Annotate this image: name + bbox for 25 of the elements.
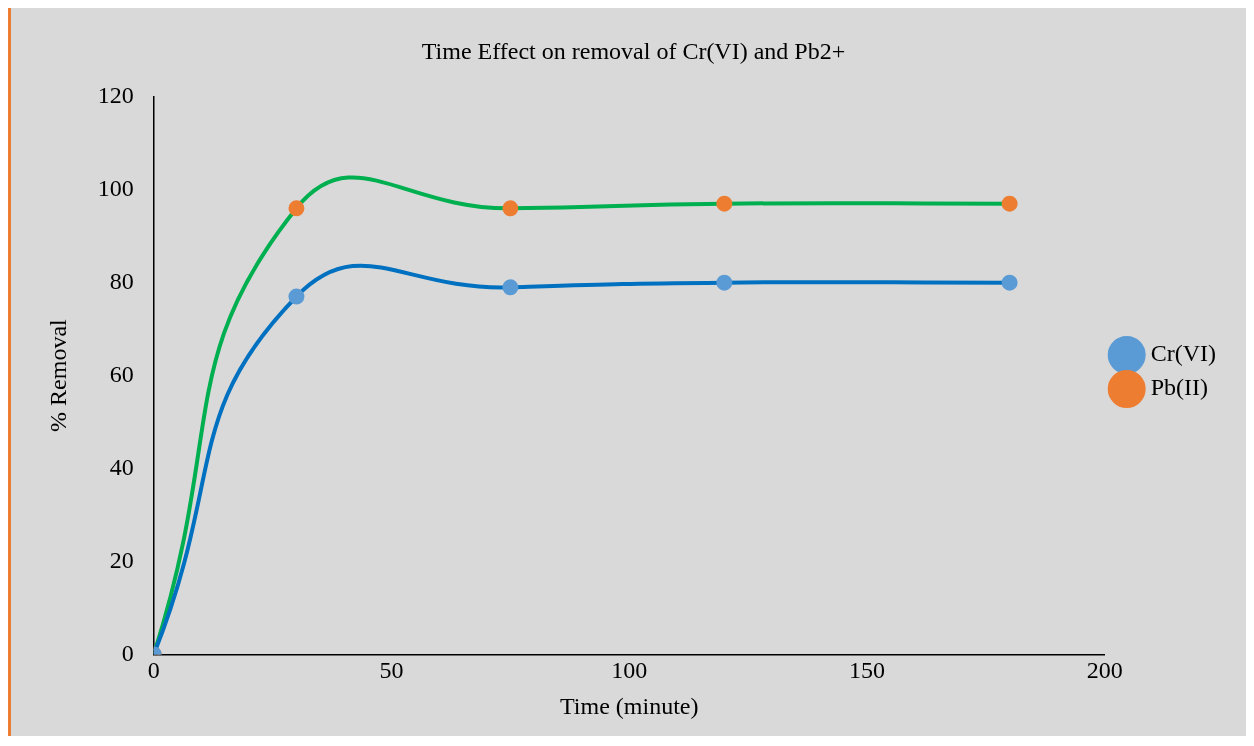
x-tick-label: 50: [379, 657, 404, 684]
legend-label: Pb(II): [1150, 374, 1209, 401]
y-tick-label: 80: [109, 267, 134, 294]
chart-title: Time Effect on removal of Cr(VI) and Pb2+: [421, 37, 846, 64]
x-tick-label: 150: [848, 657, 885, 684]
y-tick-label: 0: [121, 639, 134, 666]
y-axis-title: % Removal: [44, 318, 71, 432]
y-tick-label: 20: [109, 546, 134, 573]
point: [716, 195, 733, 212]
point: [502, 200, 519, 217]
point: [288, 288, 305, 305]
legend-label: Cr(VI): [1150, 340, 1216, 367]
x-tick-label: 100: [611, 657, 648, 684]
point: [502, 279, 519, 296]
x-tick-label: 200: [1086, 657, 1123, 684]
y-tick-label: 60: [109, 360, 134, 387]
x-tick-label: 0: [147, 657, 160, 684]
y-tick-label: 40: [109, 453, 134, 480]
point: [1001, 274, 1018, 291]
point: [1001, 195, 1018, 212]
point: [288, 200, 305, 217]
y-tick-label: 120: [97, 82, 134, 109]
x-axis-title: Time (minute): [560, 692, 699, 719]
y-tick-label: 100: [97, 175, 134, 202]
point: [716, 274, 733, 291]
